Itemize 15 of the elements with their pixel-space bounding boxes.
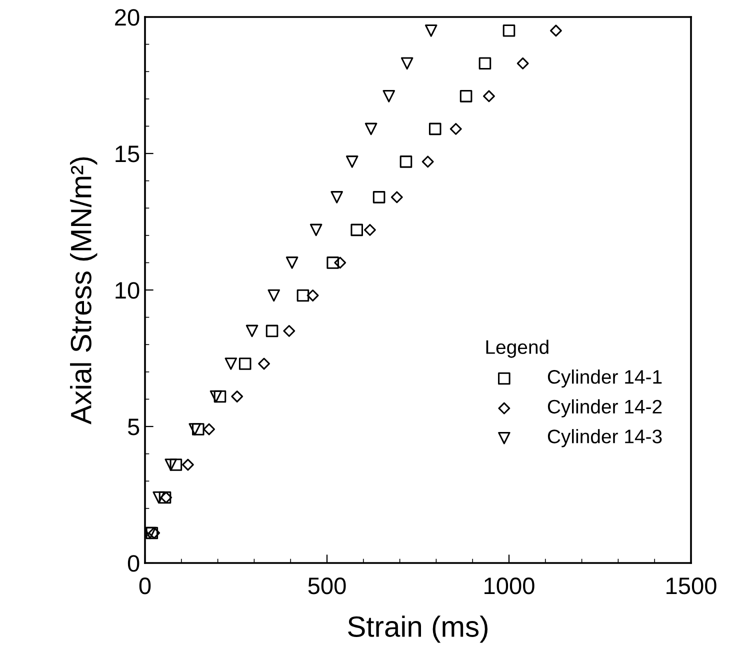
y-tick-label: 10 — [116, 282, 140, 299]
y-tick-label: 20 — [115, 9, 140, 26]
x-tick-label: 1000 — [484, 578, 534, 594]
x-tick-label: 500 — [308, 578, 346, 594]
legend-title: Legend — [486, 340, 548, 358]
y-tick-label: 0 — [128, 555, 140, 572]
y-tick-label: 15 — [116, 146, 140, 162]
x-axis-title: Strain (ms) — [348, 616, 488, 643]
legend-label: Cylinder 14-3 — [548, 429, 662, 448]
legend-label: Cylinder 14-2 — [548, 399, 662, 418]
x-tick-label: 0 — [139, 578, 151, 594]
y-tick-label: 5 — [128, 418, 140, 436]
y-axis-title: Axial Stress (MN/m²) — [70, 157, 98, 424]
x-tick-label: 1500 — [666, 578, 716, 594]
legend-label: Cylinder 14-1 — [548, 370, 662, 388]
